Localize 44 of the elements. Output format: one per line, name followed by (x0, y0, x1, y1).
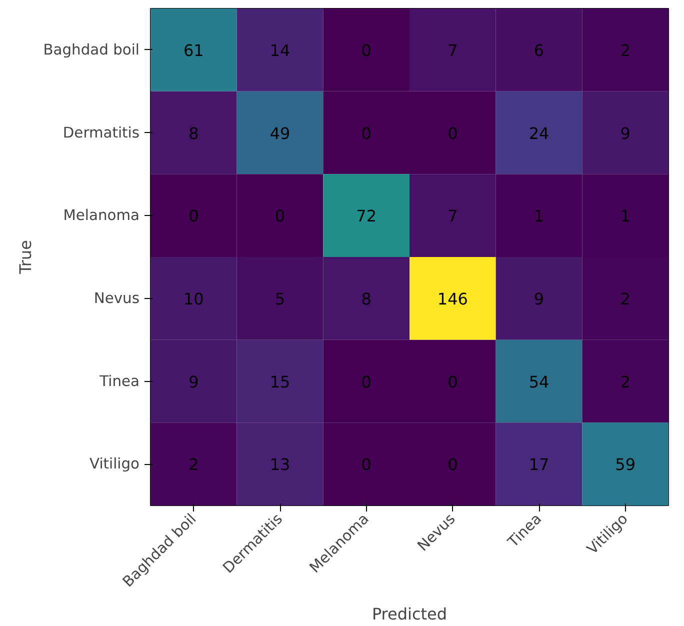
data-label: 24 (528, 124, 550, 143)
data-label: 7 (448, 40, 458, 60)
data-label: 8 (361, 289, 372, 308)
data-label: 1 (620, 206, 630, 226)
data-label: 7 (448, 206, 458, 226)
data-label: 8 (188, 124, 199, 143)
x-axis-title: Predicted (372, 604, 448, 624)
data-label: 0 (448, 372, 458, 392)
data-label: 2 (188, 455, 199, 474)
data-label: 9 (188, 372, 199, 392)
data-label: 6 (534, 40, 544, 60)
data-label: 54 (528, 372, 550, 392)
data-label: 13 (270, 455, 290, 474)
data-label: 0 (448, 455, 458, 474)
y-tick-label: Nevus (94, 290, 140, 307)
data-label: 59 (615, 455, 636, 474)
data-label: 0 (361, 40, 372, 60)
data-label: 0 (361, 372, 372, 392)
y-tick-label: Baghdad boil (43, 41, 140, 58)
data-label: 0 (274, 206, 286, 226)
data-label: 72 (356, 206, 377, 226)
data-label: 17 (528, 455, 550, 474)
data-label: 15 (270, 372, 290, 392)
y-tick-label: Tinea (98, 372, 140, 390)
data-label: 49 (270, 124, 290, 143)
data-label: 0 (361, 124, 372, 143)
data-label: 10 (183, 289, 204, 308)
data-label: 2 (620, 372, 630, 392)
data-label: 2 (620, 40, 630, 60)
data-label: 9 (620, 124, 630, 143)
data-label: 14 (270, 40, 290, 60)
data-label: 0 (448, 124, 458, 143)
data-label: 1 (534, 206, 544, 226)
y-axis-title: True (16, 240, 36, 275)
data-label: 61 (183, 40, 204, 60)
data-label: 9 (534, 289, 544, 308)
data-label: 2 (620, 289, 630, 308)
data-label: 146 (437, 289, 468, 308)
y-tick-label: Melanoma (63, 207, 140, 224)
data-label: 5 (274, 289, 286, 308)
data-label: 0 (361, 455, 372, 474)
y-tick-label: Vitiligo (89, 456, 140, 473)
data-label: 0 (188, 206, 199, 226)
y-tick-label: Dermatitis (62, 124, 140, 142)
